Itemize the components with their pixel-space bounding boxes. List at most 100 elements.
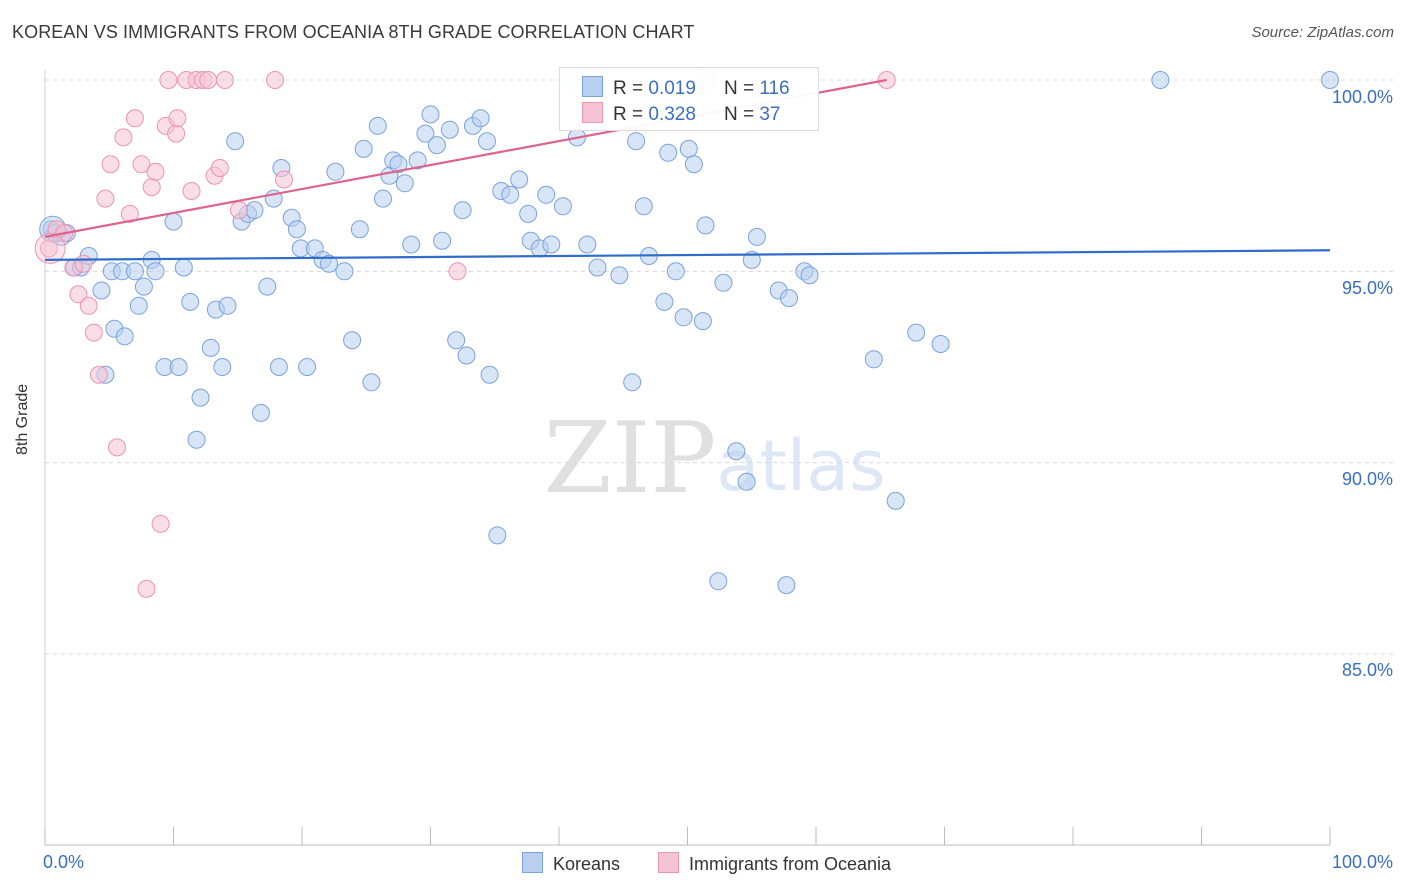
korean-point <box>389 155 408 174</box>
korean-point <box>553 197 572 216</box>
watermark-zip: ZIP <box>544 402 717 516</box>
korean-point <box>780 289 798 308</box>
legend-label: Immigrants from Oceania <box>689 854 892 874</box>
korean-point <box>374 189 392 208</box>
n-value: 37 <box>759 104 781 125</box>
korean-point <box>931 335 950 353</box>
korean-point <box>164 212 183 231</box>
korean-point <box>747 227 766 246</box>
korean-point <box>169 358 188 376</box>
oceania-point <box>877 71 896 89</box>
korean-point <box>125 262 144 281</box>
oceania-point <box>199 71 218 89</box>
y-tick-label: 90.0% <box>1341 469 1393 489</box>
oceania-point <box>275 170 293 189</box>
chart-title: KOREAN VS IMMIGRANTS FROM OCEANIA 8TH GR… <box>12 22 695 42</box>
korean-point <box>320 254 338 273</box>
r-value: 0.019 <box>648 78 696 99</box>
korean-point <box>907 323 926 342</box>
oceania-point <box>114 128 133 147</box>
oceania-point <box>84 323 103 342</box>
korean-point <box>800 266 819 285</box>
oceania-point <box>210 159 229 177</box>
korean-point <box>115 327 134 346</box>
legend-row-oceania: R = 0.328 N = 37 <box>582 102 780 126</box>
oceania-point <box>230 201 248 220</box>
korean-point <box>737 472 756 491</box>
korean-point <box>488 526 507 545</box>
korean-point <box>447 331 466 350</box>
oceania-point <box>168 109 187 128</box>
n-label: N = <box>723 78 755 99</box>
korean-point <box>187 430 206 449</box>
korean-point <box>480 365 499 384</box>
korean-point <box>146 262 165 281</box>
korean-point <box>453 201 472 220</box>
korean-point <box>501 185 520 204</box>
korean-point <box>610 266 629 285</box>
oceania-point <box>142 178 161 197</box>
korean-point <box>655 292 674 311</box>
korean-point <box>326 162 345 181</box>
oceania-point <box>74 254 93 273</box>
bottom-legend-koreans: Koreans <box>522 852 620 875</box>
korean-point <box>134 277 153 296</box>
oceania-point <box>34 232 66 264</box>
n-label: N = <box>723 104 755 125</box>
watermark-atlas: atlas <box>716 425 885 507</box>
oceania-point <box>266 71 284 89</box>
source-label: Source: ZipAtlas.com <box>1251 24 1394 41</box>
legend-row-koreans: R = 0.019 N = 116 <box>582 76 790 100</box>
korean-point <box>350 220 369 239</box>
korean-point <box>201 338 220 357</box>
korean-point <box>174 258 193 277</box>
korean-point <box>886 491 905 510</box>
korean-point <box>191 388 210 407</box>
oceania-points <box>34 71 896 598</box>
korean-point <box>368 116 387 135</box>
korean-point <box>408 151 427 170</box>
oceania-point <box>125 109 144 128</box>
oceania-point <box>39 239 58 258</box>
korean-point <box>537 185 556 204</box>
oceania-point <box>90 365 108 384</box>
korean-point <box>416 124 435 143</box>
korean-point <box>588 258 607 277</box>
koreans-swatch <box>522 852 543 873</box>
korean-point <box>510 170 529 189</box>
oceania-point <box>215 71 234 89</box>
korean-point <box>679 139 698 158</box>
korean-point <box>213 358 232 376</box>
korean-point <box>181 292 200 311</box>
korean-point <box>287 220 306 239</box>
korean-point <box>709 572 728 591</box>
korean-point <box>251 403 270 422</box>
korean-point <box>627 132 646 151</box>
koreans-trend-line <box>44 249 1331 261</box>
korean-point <box>578 235 597 254</box>
oceania-point <box>448 262 467 281</box>
oceania-point <box>159 71 178 89</box>
korean-point <box>298 358 317 376</box>
oceania-swatch <box>582 102 603 123</box>
korean-point <box>218 296 237 315</box>
oceania-swatch <box>658 852 679 873</box>
korean-point <box>433 231 452 250</box>
y-tick-label: 85.0% <box>1341 660 1393 680</box>
oceania-point <box>108 438 126 457</box>
korean-point <box>335 262 354 281</box>
korean-point <box>1151 71 1170 89</box>
legend-label: Koreans <box>553 854 621 874</box>
korean-point <box>864 350 883 369</box>
r-label: R = <box>613 78 644 99</box>
korean-point <box>226 132 245 151</box>
x-tick-label-left: 0.0% <box>43 852 85 872</box>
n-value: 116 <box>759 78 790 99</box>
oceania-point <box>137 579 156 598</box>
r-value: 0.328 <box>648 104 696 125</box>
korean-point <box>258 277 277 296</box>
korean-point <box>402 235 421 254</box>
korean-point <box>623 373 642 392</box>
korean-point <box>684 155 703 174</box>
korean-point <box>542 235 561 254</box>
